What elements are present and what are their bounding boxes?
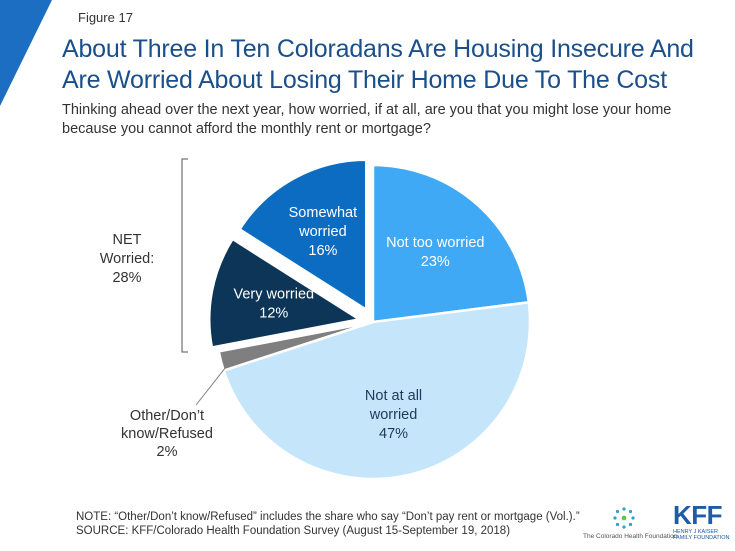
corner-triangle [0,0,52,106]
footnote: NOTE: “Other/Don’t know/Refused” include… [76,510,596,538]
slice-label: worried [298,224,347,240]
slice-value-label: 23% [421,254,450,270]
note-line: NOTE: “Other/Don’t know/Refused” include… [76,511,580,523]
slice-label: Somewhat [289,205,358,221]
chart-subtitle: Thinking ahead over the next year, how w… [62,102,672,137]
kff-logo-text: KFF [673,500,723,530]
leader-line [195,357,234,406]
slice-label: Not too worried [386,235,484,251]
chf-sunburst-icon [613,507,635,529]
colorado-health-foundation-logo: The Colorado Health Foundation [583,505,678,543]
net-label-line: 28% [112,270,142,286]
other-label-line: know/Refused [121,426,213,442]
other-label-line: Other/Don’t [129,408,205,424]
source-line: SOURCE: KFF/Colorado Health Foundation S… [76,525,511,537]
slice-label: worried [369,407,418,423]
pie-slice [371,163,531,324]
slice-value-label: 47% [379,426,408,442]
kff-logo-subtext: FAMILY FOUNDATION [673,535,730,541]
other-label-value: 2% [156,444,178,460]
kff-logo: KFF HENRY J KAISER FAMILY FOUNDATION [673,501,731,545]
chart-title: About Three In Ten Coloradans Are Housin… [62,35,694,94]
net-label-line: NET [112,232,142,248]
chf-logo-text: The Colorado Health Foundation [583,533,678,540]
net-bracket [181,158,188,353]
slice-value-label: 12% [259,306,288,322]
slice-value-label: 16% [308,243,337,259]
net-worried-label: NET Worried: 28% [86,231,168,288]
net-label-line: Worried: [99,251,155,267]
pie-slice [207,237,363,349]
slice-label: Very worried [233,287,314,303]
figure-label: Figure 17 [78,10,133,25]
kff-logo-subtext: HENRY J KAISER [673,529,719,535]
other-slice-label: Other/Don’t know/Refused 2% [100,407,234,461]
pie-slice [237,158,368,313]
slice-label: Not at all [365,388,422,404]
